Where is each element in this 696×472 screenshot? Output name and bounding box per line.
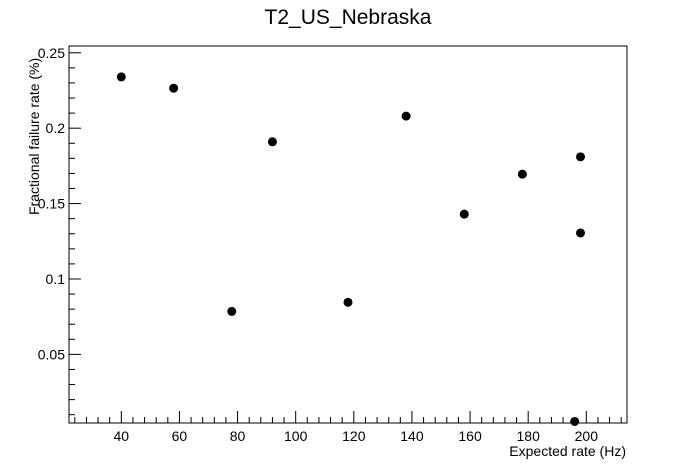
- plot-frame: [68, 45, 628, 424]
- y-tick-label: 0.05: [38, 346, 65, 362]
- x-tick-label: 120: [342, 428, 366, 444]
- y-tick-label: 0.25: [38, 45, 65, 61]
- chart-title: T2_US_Nebraska: [264, 6, 432, 29]
- data-point: [517, 169, 527, 179]
- x-tick-label: 80: [230, 428, 246, 444]
- x-tick-label: 100: [284, 428, 308, 444]
- x-tick-label: 40: [114, 428, 130, 444]
- data-points: [116, 72, 585, 426]
- data-point: [570, 416, 580, 426]
- data-point: [267, 137, 277, 147]
- data-point: [116, 72, 126, 82]
- y-tick-label: 0.1: [46, 271, 66, 287]
- data-point: [459, 209, 469, 219]
- y-tick-label: 0.15: [38, 196, 65, 212]
- data-point: [401, 111, 411, 121]
- data-point: [169, 83, 179, 93]
- x-tick-label: 60: [172, 428, 188, 444]
- x-tick-label: 180: [517, 428, 541, 444]
- y-tick-label: 0.2: [46, 120, 66, 136]
- x-tick-label: 140: [400, 428, 424, 444]
- x-axis-label: Expected rate (Hz): [509, 443, 626, 459]
- data-point: [227, 306, 237, 316]
- data-point: [576, 228, 585, 238]
- y-axis: 0.05 0.1 0.15 0.2 0.25: [38, 45, 81, 416]
- x-tick-label: 200: [575, 428, 599, 444]
- x-axis: 40 60 80 100 120 140 160 180 200: [74, 411, 622, 444]
- data-point: [343, 297, 353, 307]
- y-axis-label: Fractional failure rate (%): [26, 57, 42, 215]
- data-point: [576, 152, 585, 162]
- x-tick-label: 160: [458, 428, 482, 444]
